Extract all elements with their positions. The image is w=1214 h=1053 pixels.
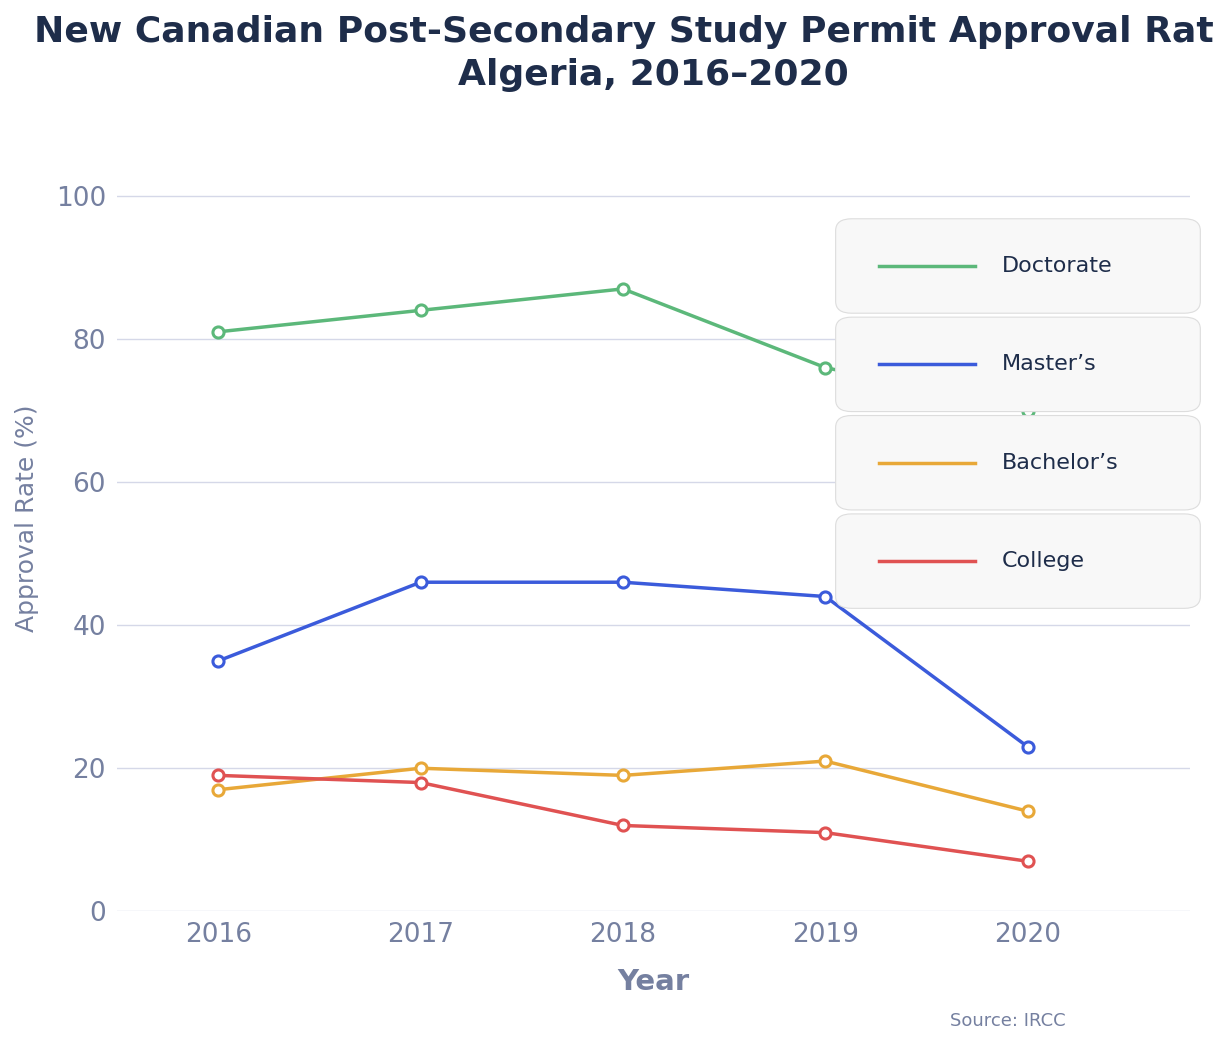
Master’s <box>615 576 630 589</box>
Doctorate <box>818 361 833 374</box>
Text: Source: IRCC: Source: IRCC <box>949 1012 1066 1030</box>
Text: Doctorate: Doctorate <box>1002 256 1112 276</box>
Master’s <box>818 591 833 603</box>
Master’s <box>1021 740 1036 753</box>
Y-axis label: Approval Rate (%): Approval Rate (%) <box>15 404 39 632</box>
Line: Master’s: Master’s <box>212 577 1033 752</box>
College <box>818 827 833 839</box>
Line: Bachelor’s: Bachelor’s <box>212 755 1033 817</box>
Doctorate <box>211 325 226 338</box>
Title: New Canadian Post-Secondary Study Permit Approval Rates,
Algeria, 2016–2020: New Canadian Post-Secondary Study Permit… <box>34 15 1214 93</box>
Master’s <box>413 576 427 589</box>
Text: Bachelor’s: Bachelor’s <box>1002 453 1118 473</box>
FancyBboxPatch shape <box>835 317 1201 412</box>
FancyBboxPatch shape <box>835 219 1201 313</box>
College <box>615 819 630 832</box>
College <box>211 769 226 781</box>
Text: College: College <box>1002 551 1085 571</box>
Doctorate <box>615 282 630 295</box>
Master’s <box>211 655 226 668</box>
Line: College: College <box>212 770 1033 867</box>
College <box>1021 855 1036 868</box>
Bachelor’s <box>1021 804 1036 817</box>
Bachelor’s <box>615 769 630 781</box>
FancyBboxPatch shape <box>835 514 1201 609</box>
Doctorate <box>413 304 427 317</box>
Bachelor’s <box>413 762 427 775</box>
X-axis label: Year: Year <box>617 968 690 996</box>
Line: Doctorate: Doctorate <box>212 283 1033 416</box>
Text: Master’s: Master’s <box>1002 355 1096 375</box>
Bachelor’s <box>818 755 833 768</box>
Bachelor’s <box>211 783 226 796</box>
College <box>413 776 427 789</box>
FancyBboxPatch shape <box>835 416 1201 510</box>
Doctorate <box>1021 404 1036 417</box>
